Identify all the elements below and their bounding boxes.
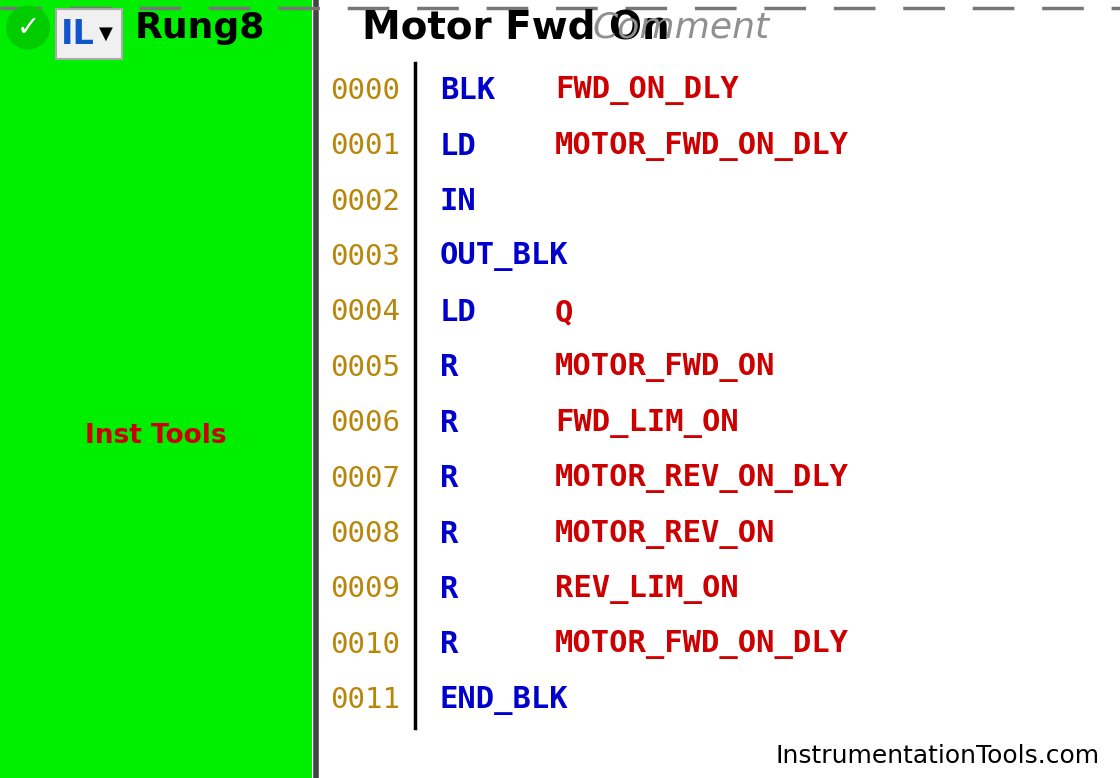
- Text: Rung8: Rung8: [136, 10, 265, 44]
- Text: Comment: Comment: [592, 10, 769, 44]
- Text: END_BLK: END_BLK: [440, 685, 569, 715]
- Text: 0006: 0006: [330, 409, 400, 437]
- Text: MOTOR_FWD_ON_DLY: MOTOR_FWD_ON_DLY: [556, 131, 849, 160]
- Text: BLK: BLK: [440, 76, 495, 105]
- Text: Motor Fwd On: Motor Fwd On: [362, 9, 670, 47]
- Text: 0004: 0004: [330, 299, 400, 327]
- Text: 0007: 0007: [330, 464, 400, 492]
- Text: Inst Tools: Inst Tools: [85, 422, 227, 449]
- Text: R: R: [440, 464, 458, 493]
- Text: InstrumentationTools.com: InstrumentationTools.com: [776, 744, 1100, 768]
- Text: 0000: 0000: [330, 77, 400, 105]
- Text: 0001: 0001: [330, 132, 400, 160]
- Text: IL: IL: [62, 17, 95, 51]
- Text: OUT_BLK: OUT_BLK: [440, 243, 569, 272]
- Text: R: R: [440, 520, 458, 548]
- Circle shape: [6, 5, 50, 50]
- Text: 0009: 0009: [330, 576, 400, 604]
- Text: R: R: [440, 575, 458, 604]
- Text: ✓: ✓: [17, 13, 39, 41]
- Text: LD: LD: [440, 131, 477, 160]
- Text: 0008: 0008: [330, 520, 400, 548]
- Text: R: R: [440, 630, 458, 660]
- Text: 0010: 0010: [330, 631, 400, 659]
- Bar: [0, 0, 312, 778]
- Text: R: R: [440, 408, 458, 438]
- Text: 0002: 0002: [330, 187, 400, 216]
- Text: 0005: 0005: [330, 354, 400, 382]
- Text: 0011: 0011: [330, 686, 400, 714]
- Text: 0003: 0003: [330, 243, 400, 271]
- Text: LD: LD: [440, 298, 477, 327]
- Text: MOTOR_FWD_ON_DLY: MOTOR_FWD_ON_DLY: [556, 630, 849, 660]
- Text: MOTOR_REV_ON_DLY: MOTOR_REV_ON_DLY: [556, 464, 849, 493]
- Text: ▼: ▼: [99, 25, 113, 43]
- Text: FWD_ON_DLY: FWD_ON_DLY: [556, 76, 739, 105]
- Text: REV_LIM_ON: REV_LIM_ON: [556, 575, 739, 604]
- Text: MOTOR_REV_ON: MOTOR_REV_ON: [556, 520, 775, 548]
- FancyBboxPatch shape: [56, 9, 122, 59]
- Text: IN: IN: [440, 187, 477, 216]
- Text: R: R: [440, 353, 458, 382]
- Text: Q: Q: [556, 298, 573, 327]
- Text: MOTOR_FWD_ON: MOTOR_FWD_ON: [556, 353, 775, 382]
- Text: FWD_LIM_ON: FWD_LIM_ON: [556, 408, 739, 438]
